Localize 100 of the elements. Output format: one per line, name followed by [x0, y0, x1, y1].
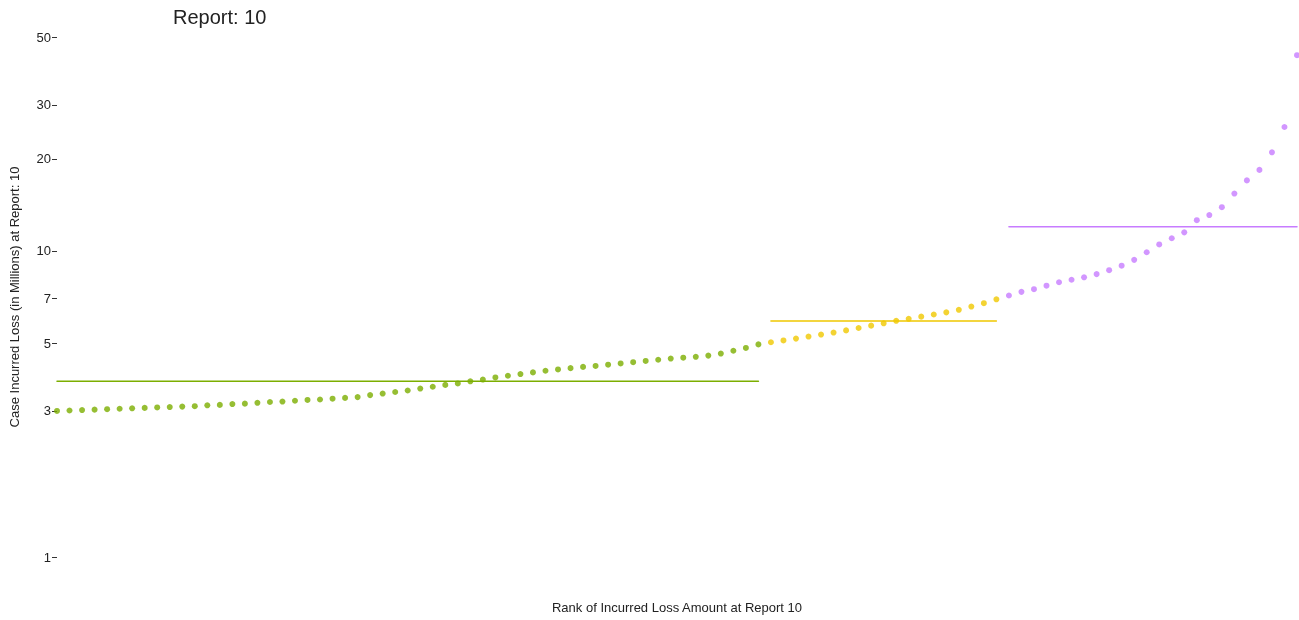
y-tick-label: 10 [36, 243, 51, 259]
point [517, 371, 524, 378]
point [304, 396, 311, 403]
point [542, 367, 549, 374]
point [580, 363, 587, 370]
point [592, 362, 599, 369]
point [454, 380, 461, 387]
point [342, 394, 349, 401]
point [680, 354, 687, 361]
point [980, 300, 987, 307]
point [805, 333, 812, 340]
point [317, 396, 324, 403]
point [429, 383, 436, 390]
point [1181, 229, 1188, 236]
point [1030, 286, 1037, 293]
x-axis-title: Rank of Incurred Loss Amount at Report 10 [551, 600, 803, 615]
point [291, 397, 298, 404]
point [1068, 276, 1075, 283]
point [229, 401, 236, 408]
point [780, 337, 787, 344]
point [1081, 274, 1088, 281]
point [742, 344, 749, 351]
point [918, 313, 925, 320]
point [767, 339, 774, 346]
point [179, 403, 186, 410]
point [655, 356, 662, 363]
point [204, 402, 211, 409]
point [1056, 279, 1063, 286]
y-tick-label: 5 [43, 335, 51, 351]
point [755, 341, 762, 348]
point [1131, 256, 1138, 263]
point [880, 320, 887, 327]
y-tick-label: 50 [36, 29, 51, 45]
point [241, 400, 248, 407]
point [630, 359, 637, 366]
point [605, 361, 612, 368]
point [1118, 262, 1125, 269]
point [417, 385, 424, 392]
point [392, 389, 399, 395]
point [1231, 190, 1238, 197]
point [943, 309, 950, 316]
point [1005, 292, 1012, 299]
point [1218, 204, 1225, 211]
point [279, 398, 286, 405]
point [905, 315, 912, 322]
point [116, 405, 123, 412]
point [1168, 235, 1175, 242]
point [104, 406, 111, 413]
point [216, 401, 223, 408]
point [367, 392, 374, 399]
point [1156, 241, 1163, 248]
point [154, 404, 161, 411]
point [529, 369, 536, 376]
point [1281, 124, 1288, 131]
point [66, 407, 73, 414]
point [642, 357, 649, 364]
point [1243, 177, 1250, 184]
point [818, 331, 825, 338]
point [1018, 288, 1025, 295]
point [993, 296, 1000, 303]
point [730, 347, 737, 354]
point [843, 327, 850, 334]
point [479, 376, 486, 383]
point [1143, 249, 1150, 256]
point [504, 372, 511, 379]
point [555, 366, 562, 373]
point [492, 374, 499, 381]
y-tick-label: 3 [43, 403, 51, 419]
point [91, 406, 98, 413]
point [254, 399, 261, 406]
point [893, 317, 900, 324]
point [354, 394, 361, 401]
point [129, 405, 136, 412]
y-tick-label: 20 [36, 151, 51, 167]
point [793, 335, 799, 342]
y-tick-label: 30 [36, 97, 51, 113]
point [968, 303, 975, 310]
point [54, 407, 60, 414]
point [692, 353, 699, 360]
point [266, 398, 273, 405]
y-axis-title: Case Incurred Loss (in Millions) at Report: 10 [7, 166, 22, 428]
point [379, 390, 386, 397]
point [830, 329, 837, 336]
y-tick-label: 7 [43, 290, 51, 306]
point [442, 381, 449, 388]
point [1093, 271, 1100, 278]
point [567, 365, 574, 372]
point [1294, 52, 1299, 59]
point [955, 306, 962, 313]
point [855, 325, 862, 331]
point [141, 404, 148, 411]
point [1256, 166, 1263, 173]
point [717, 350, 724, 357]
point [467, 378, 474, 385]
point [79, 407, 86, 414]
point [1268, 149, 1275, 156]
point [617, 360, 624, 367]
point [166, 404, 173, 411]
point [868, 322, 875, 329]
y-tick-label: 1 [43, 549, 51, 565]
